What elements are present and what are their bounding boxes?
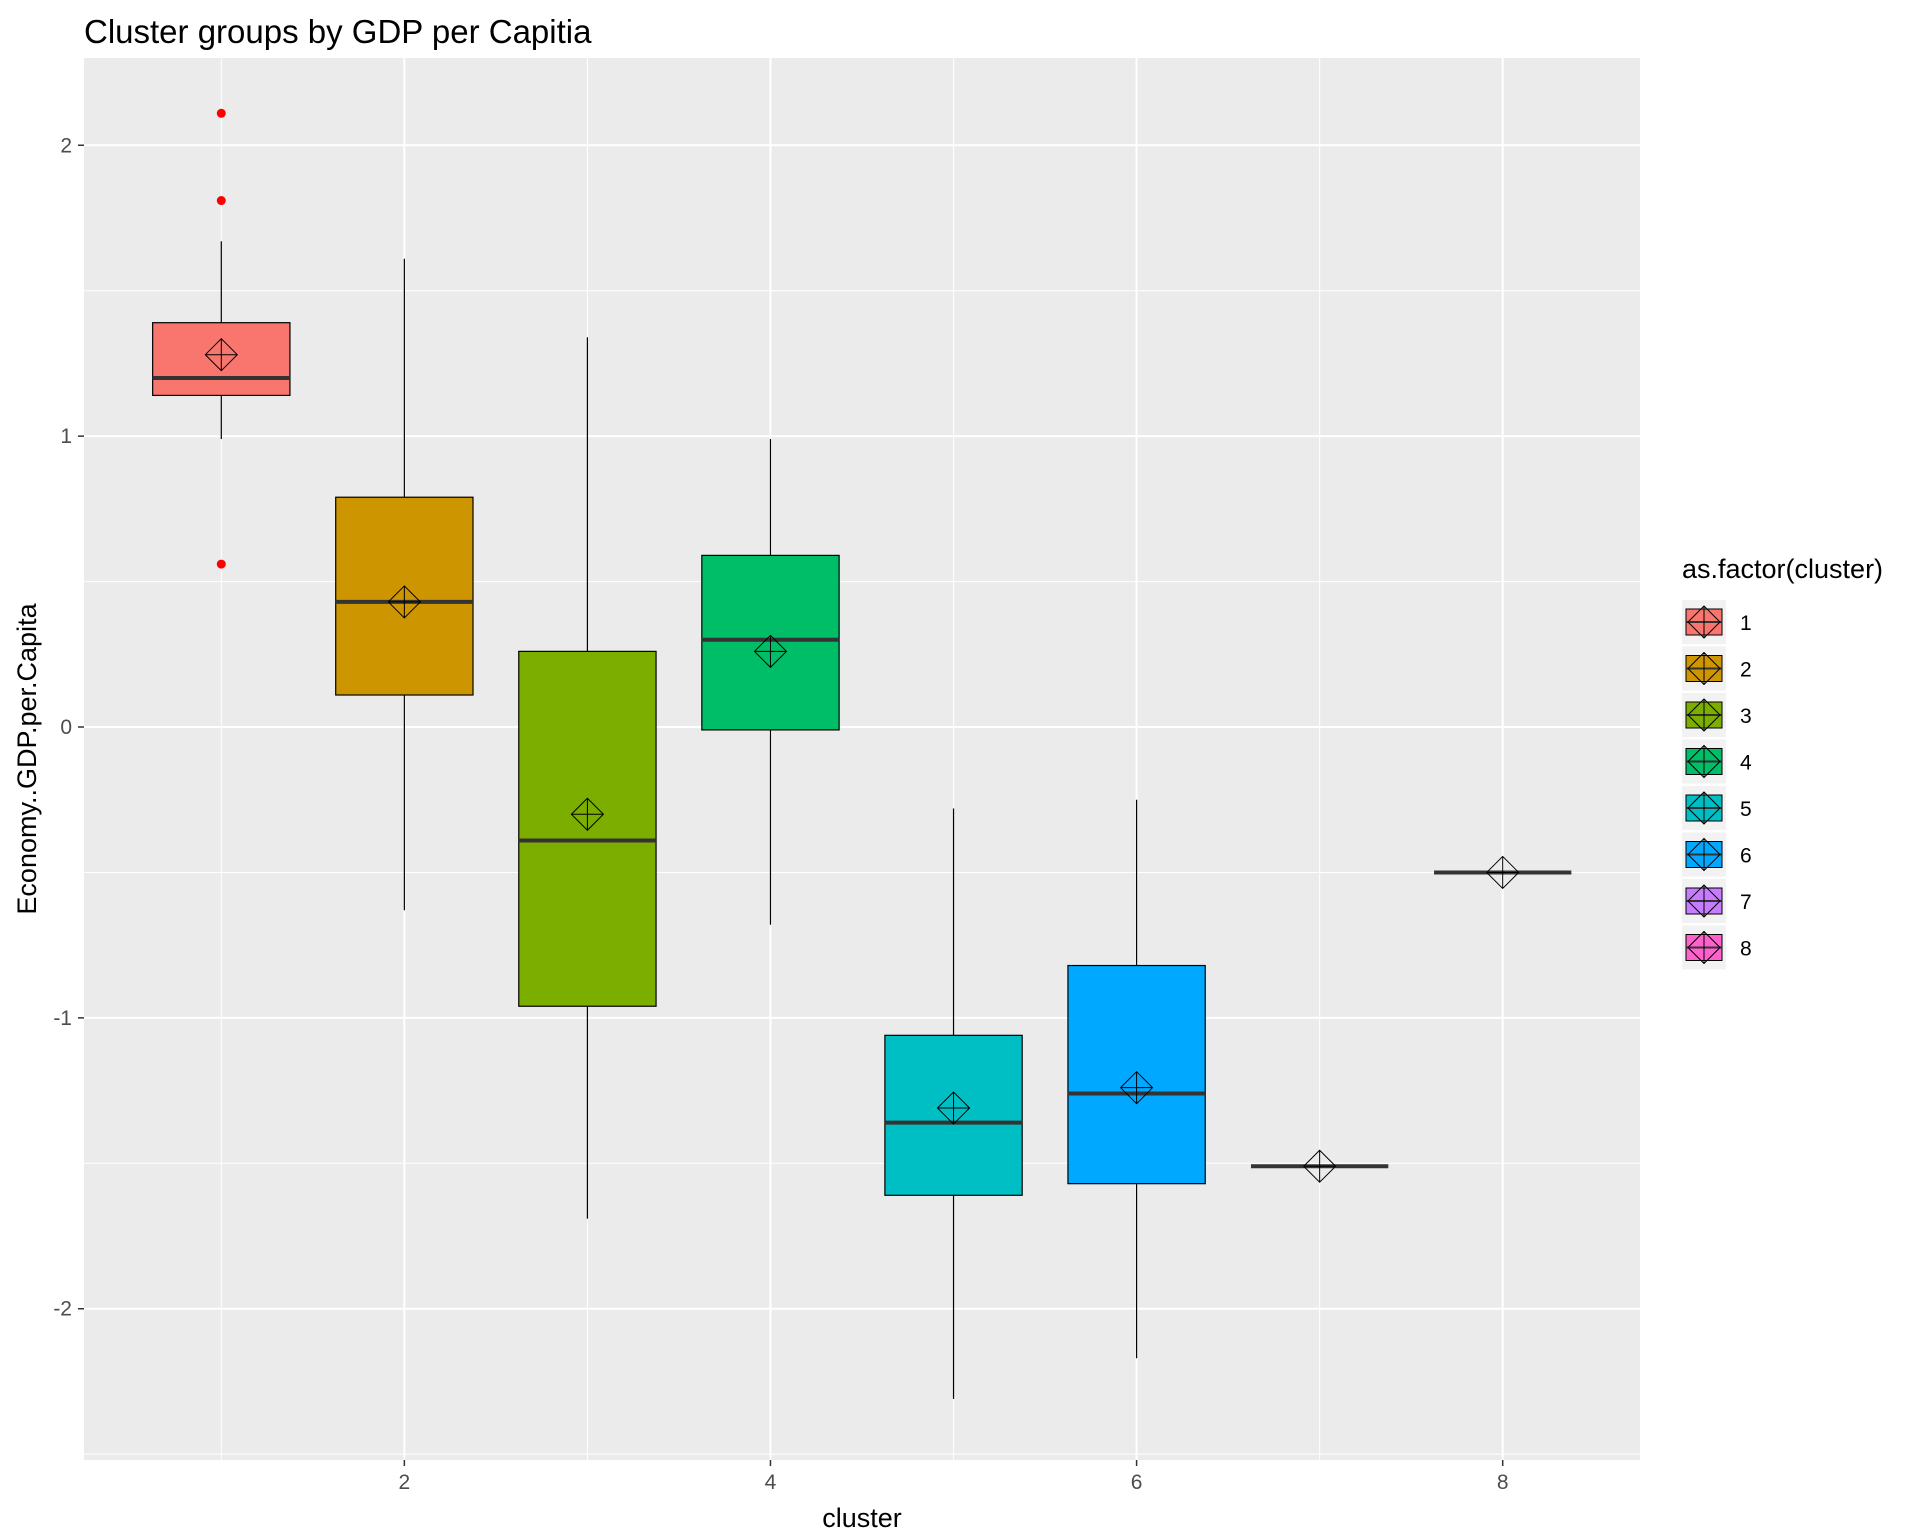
- y-axis-title: Economy..GDP.per.Capita: [12, 602, 42, 914]
- mean-marker: [1486, 855, 1520, 890]
- legend-label: 8: [1740, 938, 1752, 961]
- box-cluster-2: [335, 258, 474, 911]
- legend-item-6: 6: [1682, 832, 1752, 877]
- chart-title: Cluster groups by GDP per Capitia: [84, 13, 592, 50]
- box-cluster-3: [518, 337, 657, 1219]
- mean-marker: [204, 337, 239, 372]
- legend-label: 3: [1740, 705, 1752, 728]
- legend-item-2: 2: [1682, 646, 1752, 691]
- legend-item-7: 7: [1682, 879, 1752, 923]
- legend-key-mean-marker: [1687, 651, 1721, 686]
- mean-marker: [1119, 1070, 1154, 1105]
- legend-item-5: 5: [1682, 786, 1752, 830]
- outlier-point: [216, 108, 226, 118]
- y-tick-label: 2: [60, 134, 72, 157]
- legend-item-1: 1: [1682, 600, 1752, 644]
- outlier-point: [216, 196, 226, 206]
- legend-label: 1: [1740, 612, 1752, 635]
- plot-panel: [84, 58, 1640, 1460]
- legend-item-3: 3: [1682, 693, 1752, 737]
- outlier-point: [216, 559, 226, 569]
- x-tick-label: 2: [399, 1471, 411, 1494]
- legend-key-mean-marker: [1687, 605, 1721, 639]
- box-cluster-8: [1434, 855, 1572, 890]
- legend-item-8: 8: [1682, 925, 1752, 970]
- legend: 1 2 3 4 5 6 7 8: [1682, 600, 1752, 970]
- x-axis-title: cluster: [822, 1503, 902, 1533]
- legend-title: as.factor(cluster): [1682, 554, 1883, 584]
- y-tick-label: 0: [60, 716, 72, 739]
- box-cluster-7: [1251, 1149, 1389, 1183]
- x-tick-label: 8: [1497, 1471, 1509, 1494]
- legend-item-4: 4: [1682, 739, 1752, 784]
- legend-label: 7: [1740, 891, 1752, 914]
- x-tick-label: 6: [1131, 1471, 1143, 1494]
- legend-label: 5: [1740, 798, 1752, 821]
- mean-marker: [936, 1091, 971, 1125]
- mean-marker: [387, 585, 422, 619]
- legend-key-mean-marker: [1687, 930, 1721, 965]
- y-tick-label: -1: [53, 1007, 72, 1030]
- axis-ticks: -2 -1 0 1 2 2 4 6 8: [53, 134, 1508, 1494]
- y-tick-label: -2: [53, 1298, 72, 1321]
- legend-label: 2: [1740, 659, 1752, 682]
- box-layer: [152, 108, 1572, 1399]
- box-cluster-6: [1067, 799, 1206, 1359]
- mean-marker: [570, 797, 605, 831]
- box-cluster-4: [701, 439, 840, 925]
- mean-marker: [1302, 1149, 1337, 1183]
- legend-key-mean-marker: [1687, 884, 1721, 918]
- legend-label: 6: [1740, 845, 1752, 868]
- legend-key-mean-marker: [1687, 791, 1721, 825]
- y-tick-label: 1: [60, 425, 72, 448]
- box-cluster-5: [884, 808, 1023, 1399]
- x-tick-label: 4: [765, 1471, 777, 1494]
- legend-key-mean-marker: [1687, 837, 1721, 872]
- legend-key-mean-marker: [1687, 744, 1721, 779]
- legend-key-mean-marker: [1687, 698, 1721, 732]
- mean-marker: [753, 634, 788, 669]
- box-cluster-1: [152, 108, 291, 569]
- legend-label: 4: [1740, 752, 1752, 775]
